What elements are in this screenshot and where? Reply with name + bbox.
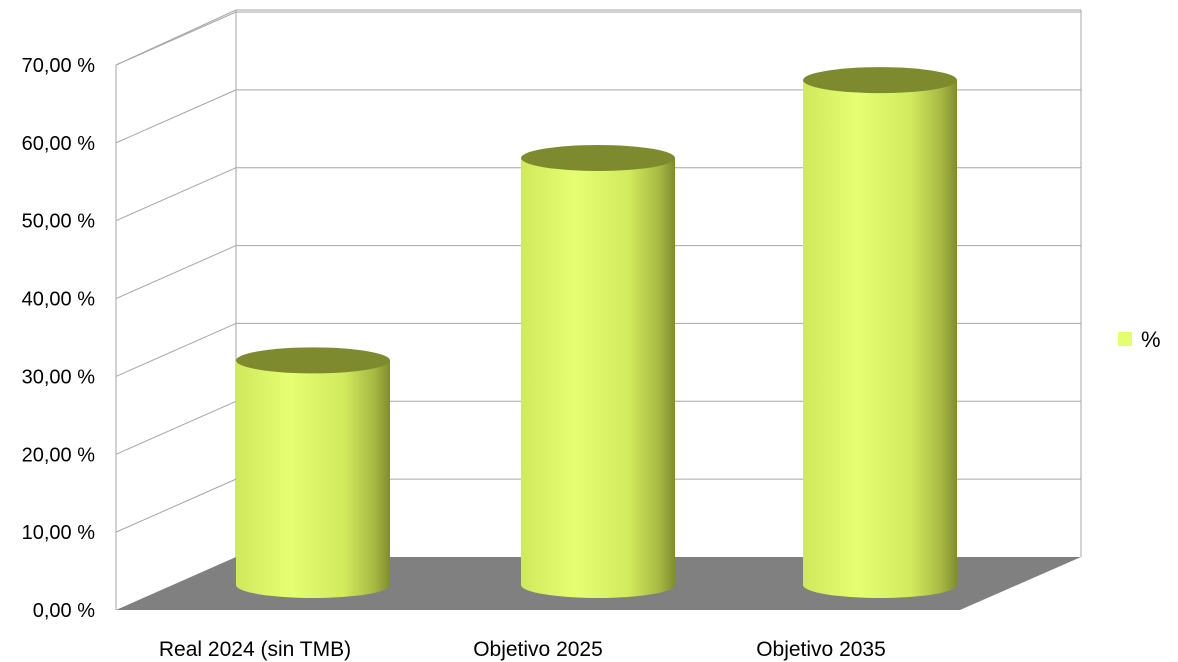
y-tick-labels: 0,00 % 10,00 % 20,00 % 30,00 % 40,00 % 50,00 … [22, 55, 96, 622]
x-tick-label: Objetivo 2035 [756, 638, 886, 661]
y-tick-label: 20,00 % [22, 444, 96, 466]
bar-body [521, 158, 675, 598]
gridline-side [115, 167, 237, 222]
gridline-side [115, 11, 237, 66]
legend: % [1118, 327, 1161, 352]
bars-layer [236, 67, 957, 598]
y-tick-label: 50,00 % [22, 211, 96, 233]
bar [803, 67, 957, 598]
y-tick-label: 70,00 % [22, 55, 96, 77]
bar-top-cap [521, 145, 675, 171]
gridline-side [115, 89, 237, 144]
y-tick-label: 60,00 % [22, 133, 96, 155]
bar-body [236, 360, 390, 598]
x-tick-label: Real 2024 (sin TMB) [159, 638, 351, 661]
y-tick-label: 30,00 % [22, 366, 96, 388]
gridline-side [115, 400, 237, 455]
y-tick-label: 0,00 % [33, 600, 95, 622]
bar [236, 347, 390, 598]
x-tick-labels: Real 2024 (sin TMB) Objetivo 2025 Objetivo… [159, 638, 886, 661]
legend-label: % [1141, 327, 1161, 352]
bar-top-cap [236, 347, 390, 374]
gridline-side [115, 322, 237, 377]
bar [521, 145, 675, 598]
bar-body [803, 80, 957, 598]
y-tick-label: 10,00 % [22, 522, 96, 544]
bar-top-cap [803, 67, 957, 94]
gridline-side [115, 245, 237, 300]
x-tick-label: Objetivo 2025 [473, 638, 603, 661]
y-tick-label: 40,00 % [22, 289, 96, 311]
legend-swatch [1118, 332, 1132, 346]
gridline-side [115, 478, 237, 533]
